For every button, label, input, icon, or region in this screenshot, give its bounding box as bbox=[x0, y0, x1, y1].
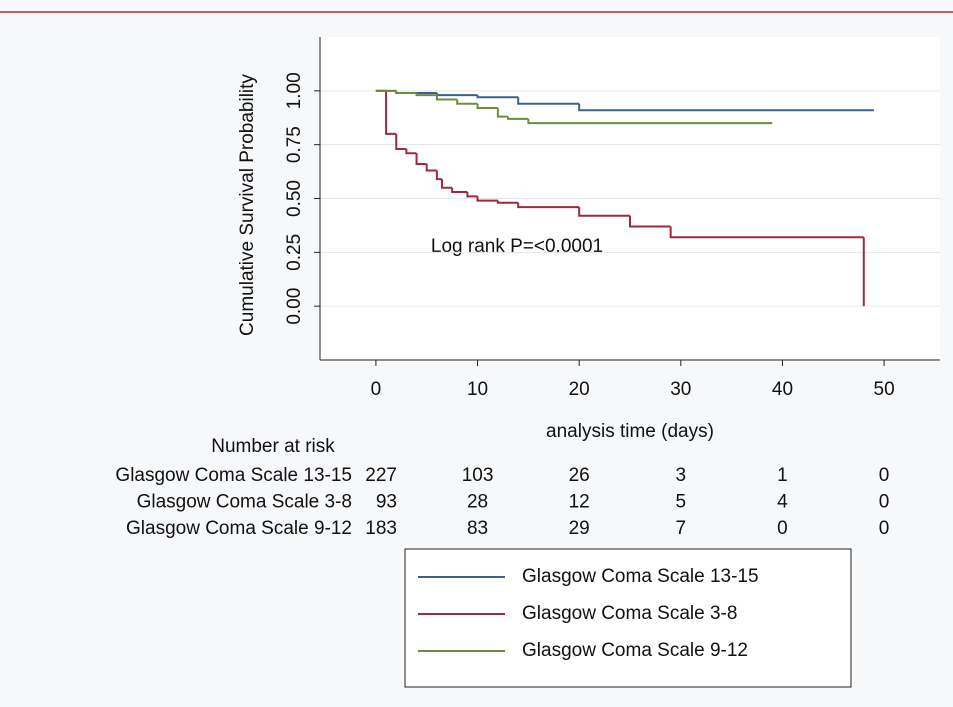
y-tick-label: 0.25 bbox=[284, 234, 305, 271]
legend-label: Glasgow Coma Scale 9-12 bbox=[522, 640, 748, 661]
survival-step bbox=[496, 200, 519, 204]
y-tick-label: 0.50 bbox=[284, 180, 305, 217]
risk-row-label: Glasgow Coma Scale 3-8 bbox=[137, 492, 352, 513]
risk-count: 93 bbox=[376, 492, 397, 513]
survival-step bbox=[456, 99, 478, 105]
x-tick-label: 40 bbox=[772, 379, 793, 400]
risk-count: 7 bbox=[676, 518, 687, 539]
risk-count: 1 bbox=[777, 465, 788, 486]
survival-step bbox=[476, 196, 498, 202]
survival-step bbox=[425, 164, 437, 172]
risk-count: 12 bbox=[569, 492, 590, 513]
y-tick-label: 0.75 bbox=[284, 126, 305, 163]
risk-count: 29 bbox=[569, 518, 590, 539]
risk-count: 4 bbox=[777, 492, 788, 513]
survival-step bbox=[435, 95, 458, 101]
risk-count: 0 bbox=[879, 518, 890, 539]
survival-step bbox=[578, 207, 630, 217]
survival-step bbox=[395, 90, 417, 94]
survival-step bbox=[669, 226, 864, 239]
x-tick-label: 0 bbox=[371, 379, 382, 400]
risk-count: 83 bbox=[467, 518, 488, 539]
risk-count: 0 bbox=[879, 492, 890, 513]
survival-step bbox=[415, 153, 427, 166]
survival-step bbox=[451, 187, 468, 194]
survival-step bbox=[466, 192, 478, 198]
survival-step bbox=[578, 103, 874, 112]
survival-step bbox=[517, 202, 580, 209]
survival-step bbox=[517, 97, 580, 105]
risk-count: 3 bbox=[676, 465, 687, 486]
risk-row-label: Glasgow Coma Scale 9-12 bbox=[126, 518, 352, 539]
x-tick-label: 20 bbox=[569, 379, 590, 400]
x-axis-title: analysis time (days) bbox=[546, 421, 714, 442]
survival-step bbox=[405, 148, 417, 155]
risk-count: 103 bbox=[462, 465, 494, 486]
survival-step bbox=[395, 133, 407, 150]
survival-step bbox=[496, 108, 509, 118]
risk-table-title: Number at risk bbox=[211, 436, 335, 457]
annotation: Log rank P=<0.0001 bbox=[431, 236, 603, 257]
x-tick-label: 50 bbox=[874, 379, 895, 400]
risk-row-label: Glasgow Coma Scale 13-15 bbox=[115, 465, 352, 486]
risk-count: 0 bbox=[777, 518, 788, 539]
risk-count: 227 bbox=[365, 465, 397, 486]
survival-step bbox=[435, 170, 442, 181]
y-tick-label: 1.00 bbox=[284, 72, 305, 109]
legend-label: Glasgow Coma Scale 13-15 bbox=[522, 566, 759, 587]
risk-count: 0 bbox=[879, 465, 890, 486]
y-tick-label: 0.00 bbox=[284, 288, 305, 325]
risk-count: 26 bbox=[569, 465, 590, 486]
survival-step bbox=[385, 90, 397, 135]
risk-count: 183 bbox=[365, 518, 397, 539]
legend-label: Glasgow Coma Scale 3-8 bbox=[522, 603, 737, 624]
risk-count: 5 bbox=[676, 492, 687, 513]
legend-box bbox=[404, 548, 852, 688]
survival-step bbox=[476, 95, 519, 99]
survival-step bbox=[440, 179, 453, 189]
x-tick-label: 10 bbox=[467, 379, 488, 400]
survival-step bbox=[476, 103, 498, 110]
survival-step bbox=[527, 118, 773, 125]
risk-count: 28 bbox=[467, 492, 488, 513]
y-axis-title: Cumulative Survival Probability bbox=[237, 74, 258, 336]
survival-step bbox=[415, 92, 437, 97]
survival-step bbox=[629, 215, 671, 228]
x-tick-label: 30 bbox=[670, 379, 691, 400]
survival-step bbox=[507, 116, 529, 120]
